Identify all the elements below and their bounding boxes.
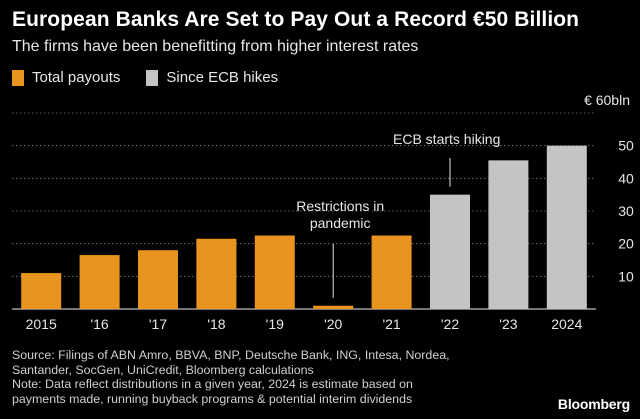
x-tick-label: '18 <box>207 316 225 332</box>
bar-20 <box>313 305 354 309</box>
annotation-pandemic-text: pandemic <box>310 215 371 231</box>
x-tick-label: '22 <box>441 316 459 332</box>
bloomberg-logo: Bloomberg <box>557 396 630 412</box>
bar-17 <box>138 250 178 309</box>
source-line-2: Santander, SocGen, UniCredit, Bloomberg … <box>12 362 314 377</box>
y-tick-label: 10 <box>618 268 634 284</box>
bar-16 <box>79 255 120 309</box>
bar-chart: 10 20 30 40 50 € 60bln 2015 '16 '17 '18 '19 '20 '21 '… <box>12 92 634 332</box>
note-line-2: payments made, running buyback programs … <box>12 391 413 406</box>
chart-subtitle: The firms have been benefitting from hig… <box>12 38 419 55</box>
bar-22 <box>430 194 470 309</box>
y-tick-label: 20 <box>618 236 634 252</box>
legend-swatch-gray <box>146 69 159 86</box>
x-tick-label: '17 <box>149 316 167 332</box>
legend-label-since-ecb-hikes: Since ECB hikes <box>166 69 279 86</box>
x-tick-label: 2015 <box>26 316 57 332</box>
legend-swatch-orange <box>12 69 24 86</box>
legend: Total payouts Since ECB hikes <box>12 69 304 86</box>
y-tick-label: 50 <box>618 138 634 154</box>
bar-21 <box>371 235 412 309</box>
footer: Source: Filings of ABN Amro, BBVA, BNP, … <box>12 348 512 406</box>
y-tick-label: 40 <box>618 170 634 186</box>
legend-item-total-payouts: Total payouts <box>12 69 120 86</box>
x-tick-label: '23 <box>499 316 517 332</box>
legend-item-since-ecb-hikes: Since ECB hikes <box>146 69 278 86</box>
bar-18 <box>196 238 237 309</box>
source-line-1: Source: Filings of ABN Amro, BBVA, BNP, … <box>12 348 450 362</box>
bar-19 <box>254 235 295 309</box>
y-top-label: € 60bln <box>584 92 630 108</box>
legend-label-total-payouts: Total payouts <box>32 69 121 86</box>
note-line-1: Note: Data reflect distributions in a gi… <box>12 377 413 392</box>
x-tick-label: '20 <box>324 316 342 332</box>
annotation-pandemic-text: Restrictions in <box>296 198 384 214</box>
bar-23 <box>488 160 529 309</box>
x-tick-label: '21 <box>382 316 400 332</box>
bar-2015 <box>21 273 62 309</box>
bar-2024 <box>546 145 587 309</box>
x-tick-label: 2024 <box>551 316 582 332</box>
x-tick-label: '16 <box>90 316 108 332</box>
x-tick-label: '19 <box>266 316 284 332</box>
y-tick-label: 30 <box>618 203 634 219</box>
chart-title: European Banks Are Set to Pay Out a Reco… <box>12 8 580 31</box>
annotation-ecb-text: ECB starts hiking <box>393 131 500 147</box>
